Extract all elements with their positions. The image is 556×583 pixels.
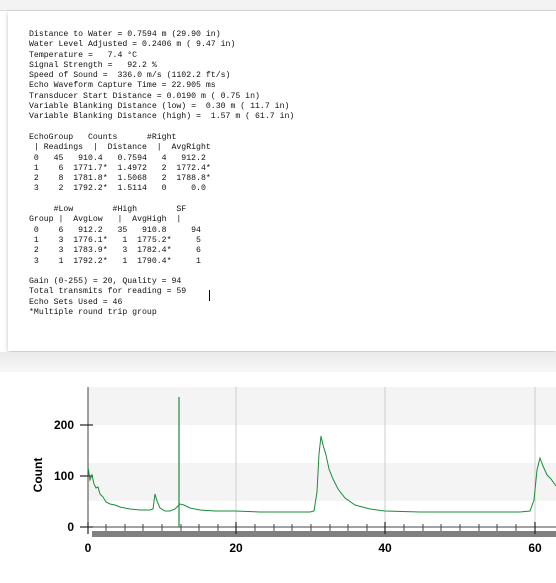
- y-axis-label: Count: [31, 458, 45, 493]
- echo-report-text[interactable]: Distance to Water = 0.7594 m (29.90 in) …: [29, 30, 295, 318]
- text-cursor: [209, 290, 210, 301]
- echo-waveform-chart[interactable]: Count 200 100 0 0 20 40 60: [0, 372, 556, 583]
- report-panel[interactable]: [8, 11, 556, 351]
- waveform-line: [87, 435, 556, 513]
- plot-band-upper: [88, 387, 556, 425]
- y-tick-label: 0: [67, 520, 74, 534]
- x-major-ticks: [87, 522, 536, 534]
- y-tick-label: 200: [54, 418, 74, 432]
- x-minor-ticks: [105, 524, 517, 531]
- y-tick-label: 100: [54, 469, 74, 483]
- baseline-bar: [92, 531, 556, 537]
- x-tick-label: 0: [85, 541, 92, 555]
- top-toolbar-strip: [0, 0, 556, 10]
- x-tick-label: 20: [229, 541, 243, 555]
- x-tick-label: 40: [378, 541, 392, 555]
- x-tick-label: 60: [528, 541, 542, 555]
- plot-band-lower: [88, 463, 556, 501]
- top-divider: [0, 10, 556, 11]
- panel-divider[interactable]: [0, 352, 556, 372]
- y-ticks: [80, 424, 93, 528]
